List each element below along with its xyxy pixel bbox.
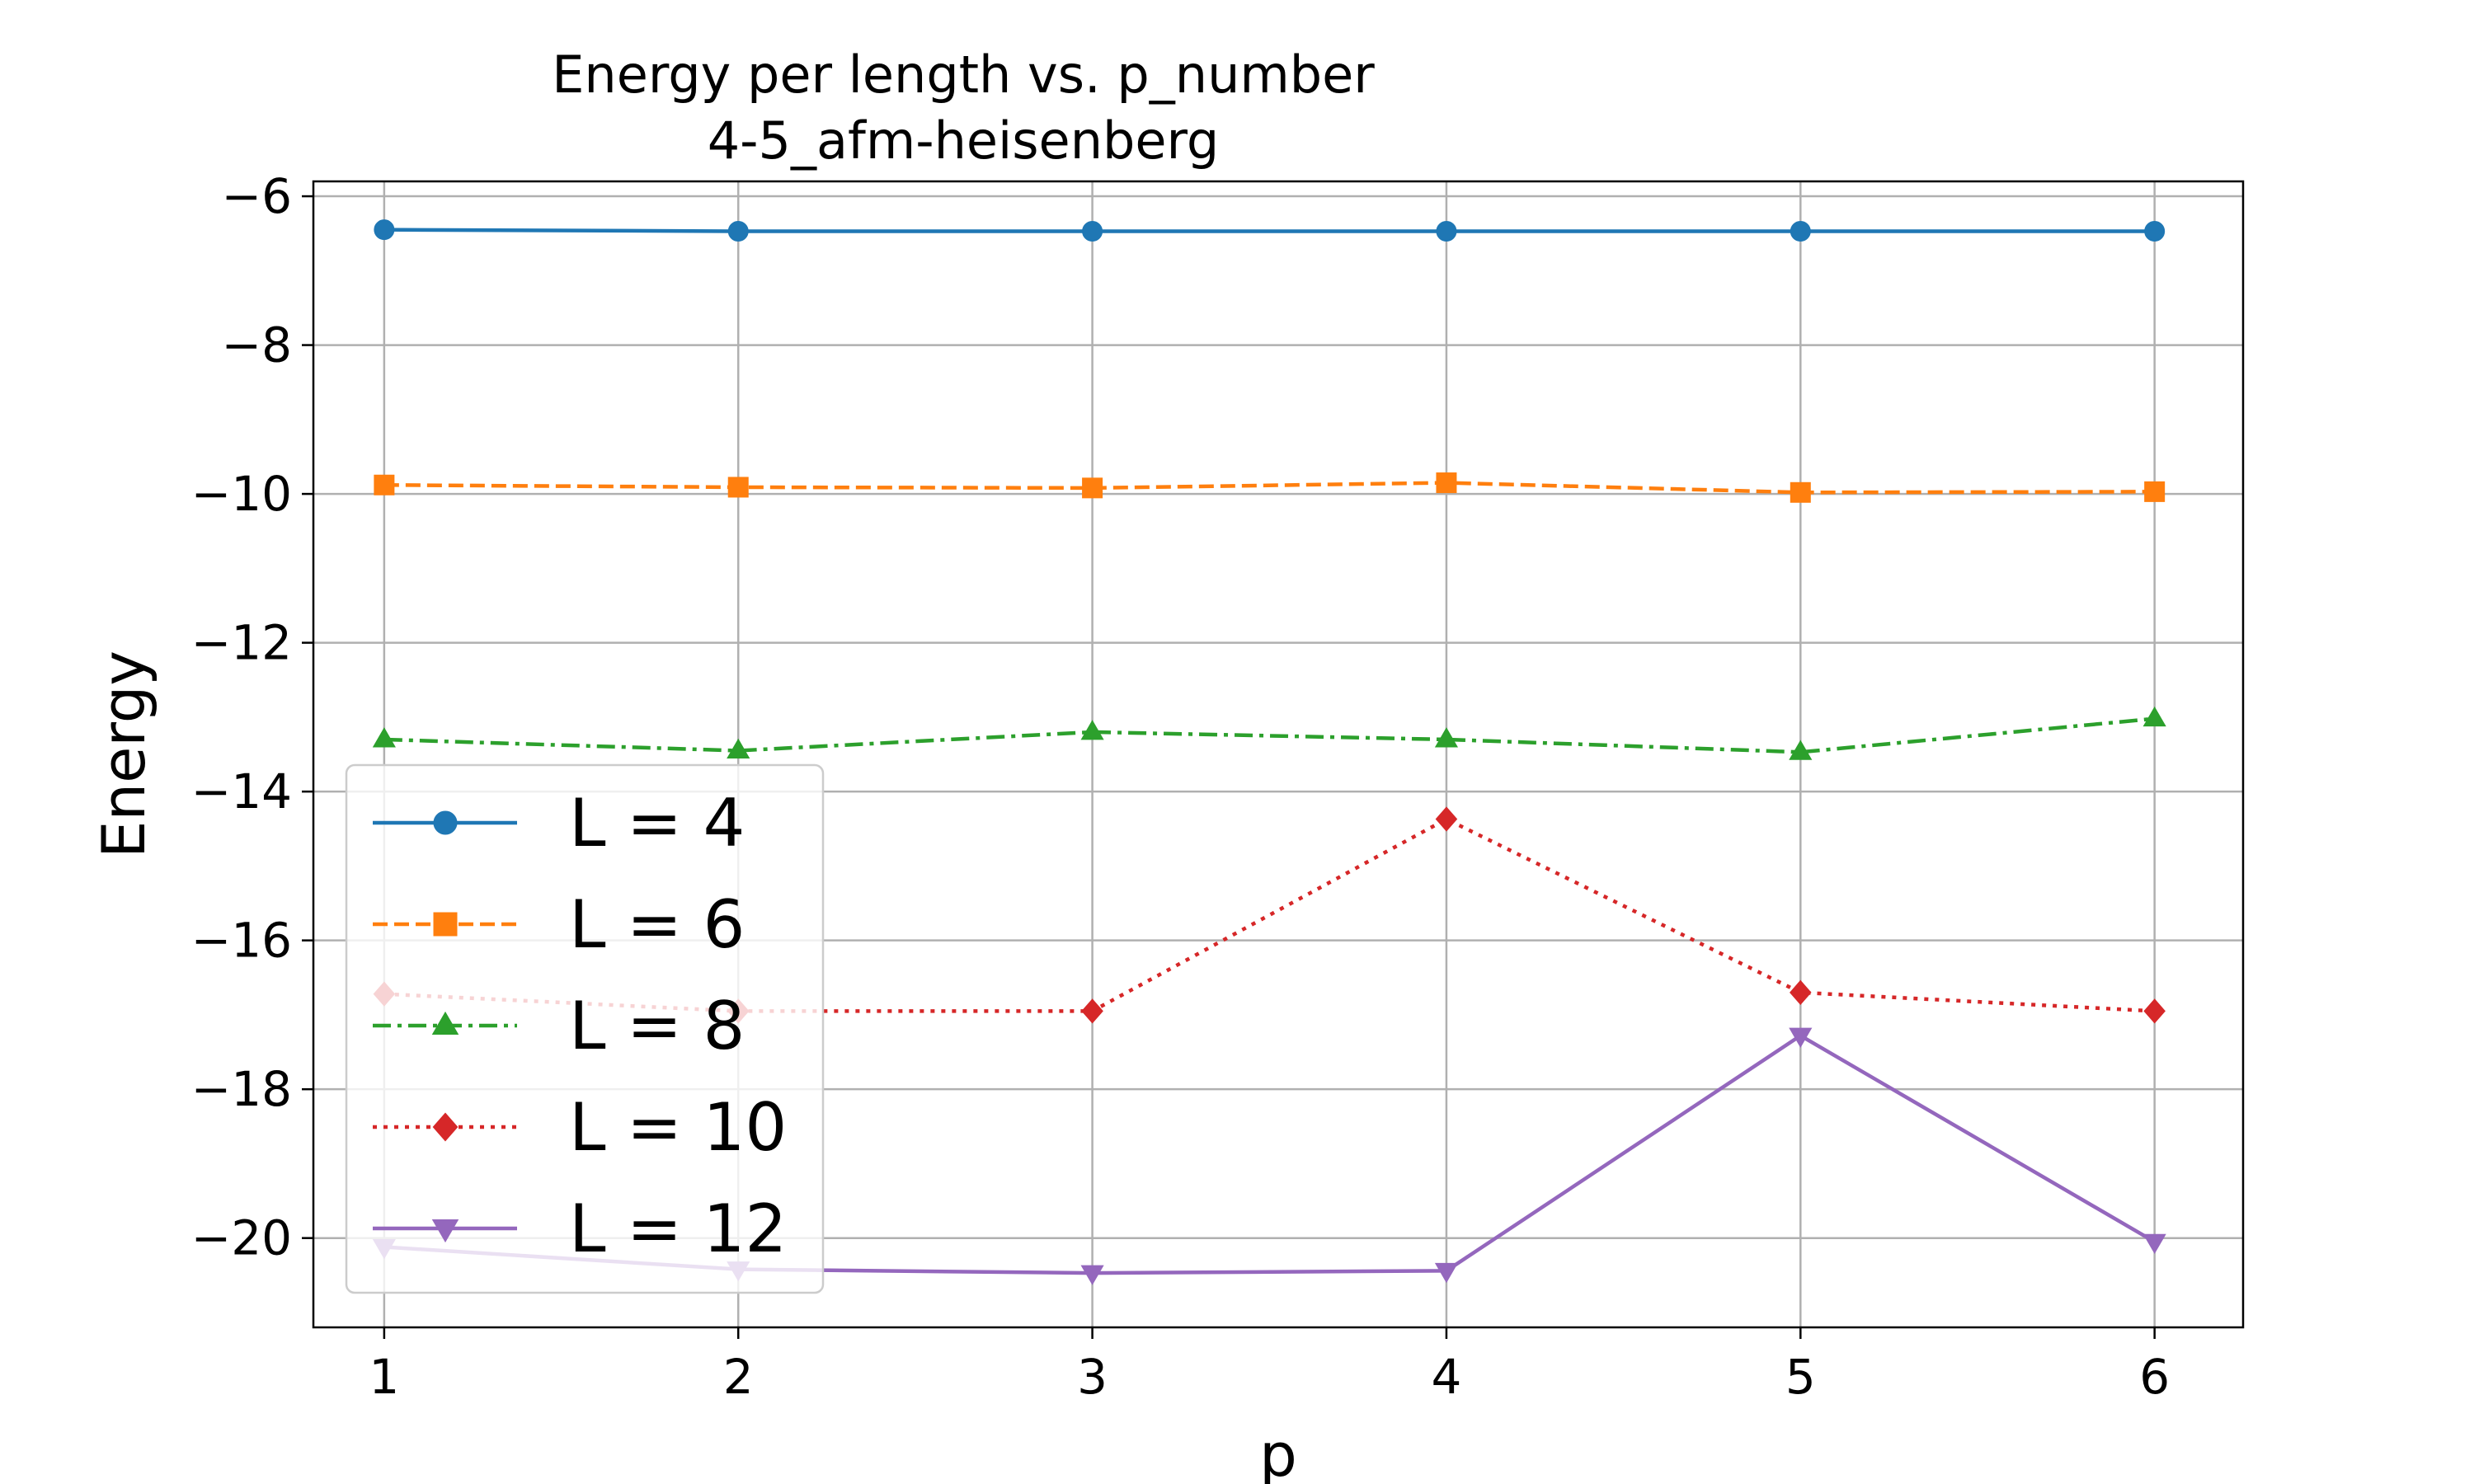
data-point [1789, 1027, 1813, 1048]
data-point [1790, 481, 1811, 503]
series-line [383, 481, 2155, 495]
data-point [1790, 220, 1811, 242]
data-point [1082, 477, 1103, 499]
chart-title: Energy per length vs. p_number [552, 45, 1375, 105]
legend-box [345, 763, 825, 1294]
y-tick-label: −14 [191, 763, 292, 819]
x-tick-label: 4 [1431, 1349, 1461, 1405]
legend-marker [431, 1011, 459, 1035]
data-point [2142, 706, 2166, 727]
series-line [383, 716, 2155, 754]
data-point [1789, 740, 1813, 760]
legend-label: L = 10 [569, 1089, 787, 1166]
legend-marker [433, 810, 458, 835]
y-tick-label: −20 [191, 1210, 292, 1266]
plot-area-frame [312, 180, 2245, 1329]
x-tick-label: 6 [2139, 1349, 2170, 1405]
data-point [1436, 472, 1457, 494]
legend-label: L = 8 [569, 988, 745, 1064]
x-tick-label: 1 [369, 1349, 399, 1405]
data-point [1790, 979, 1812, 1005]
data-point [372, 727, 396, 748]
data-point [1436, 220, 1457, 242]
series-l-6 [374, 472, 2166, 503]
x-axis-label: p [1259, 1421, 1297, 1484]
data-point [1435, 806, 1458, 832]
legend: L = 4 L = 6 L = 8 L = 10 L = 12 [345, 763, 825, 1294]
y-axis-label: Energy [89, 650, 158, 858]
data-point [374, 219, 395, 241]
legend-marker [432, 1112, 459, 1142]
legend-marker [433, 912, 458, 937]
series-l-8 [372, 706, 2166, 760]
data-point [1434, 1262, 1459, 1284]
data-point [1434, 727, 1459, 748]
chart-subtitle: 4-5_afm-heisenberg [708, 110, 1220, 171]
data-point [1080, 720, 1104, 740]
legend-label: L = 12 [569, 1190, 787, 1267]
legend-entry: L = 8 [373, 988, 745, 1064]
series-line [383, 228, 2155, 233]
data-point [727, 220, 749, 242]
series-l-4 [374, 219, 2166, 242]
x-tick-label: 3 [1077, 1349, 1108, 1405]
data-point [1082, 220, 1103, 242]
legend-entry: L = 10 [373, 1089, 787, 1166]
data-point [727, 477, 749, 498]
data-point [2144, 220, 2166, 242]
x-tick-label: 5 [1785, 1349, 1816, 1405]
y-tick-label: −6 [222, 168, 293, 224]
legend-entry: L = 6 [373, 886, 745, 963]
data-point [1080, 1265, 1104, 1285]
x-tick-label: 2 [723, 1349, 754, 1405]
data-point [374, 474, 395, 495]
y-tick-label: −8 [222, 317, 293, 373]
data-point [2144, 481, 2166, 502]
legend-marker [431, 1219, 459, 1243]
y-tick-label: −18 [191, 1061, 292, 1117]
y-tick-label: −16 [191, 913, 292, 969]
axis-ticks: 1 2 3 4 5 6 −6 −8 −10 −12 −14 −16 −18 −20 [191, 168, 2171, 1405]
data-point [2142, 1233, 2166, 1254]
legend-entry: L = 12 [373, 1190, 787, 1267]
data-point [2143, 998, 2166, 1024]
legend-entry: L = 4 [373, 785, 745, 862]
y-tick-label: −10 [191, 466, 292, 522]
data-point [1081, 998, 1103, 1024]
legend-label: L = 6 [569, 886, 745, 963]
y-tick-label: −12 [191, 615, 292, 671]
legend-label: L = 4 [569, 785, 745, 862]
data-point [727, 738, 750, 758]
